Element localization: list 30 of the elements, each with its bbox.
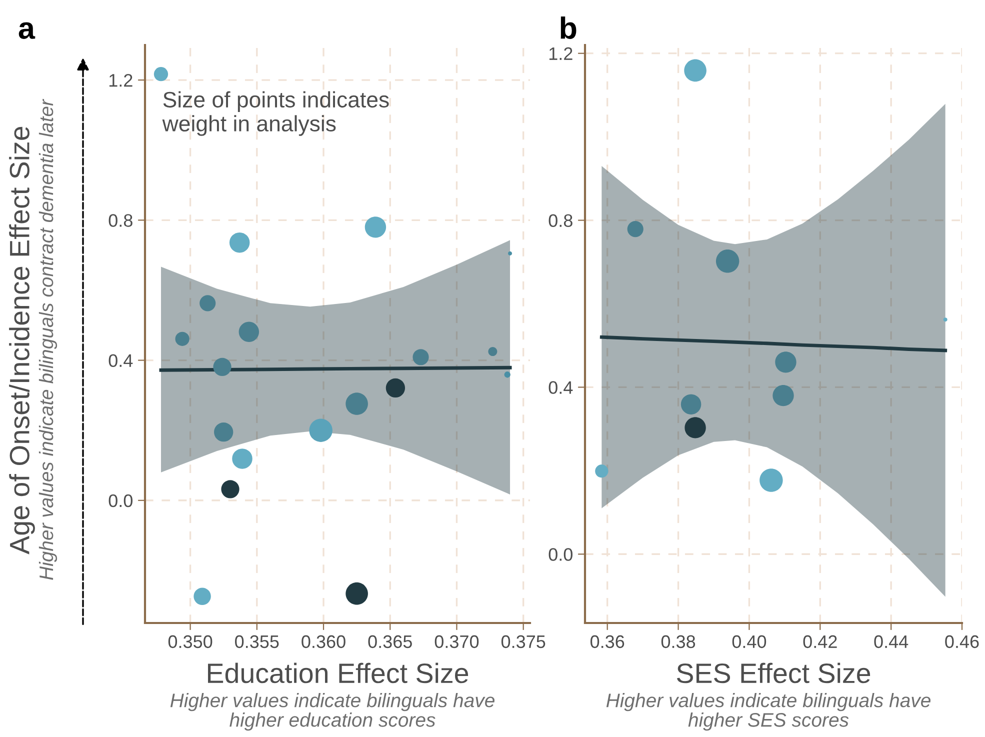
x-tick-label: 0.365	[368, 635, 412, 648]
x-tick-label: 0.42	[803, 635, 837, 648]
x-tick-label: 0.360	[302, 635, 346, 648]
x-tick-label: 0.44	[874, 635, 908, 648]
x-tick-label: 0.375	[501, 635, 546, 648]
y-axis-title: Age of Onset/Incidence Effect Size	[9, 126, 35, 554]
y-tick-label: 0.0	[548, 548, 572, 561]
y-tick-label: 0.4	[548, 381, 573, 394]
x-tick-label: 0.36	[590, 635, 624, 648]
chart-title: b	[560, 16, 576, 39]
y-tick-label: 0.8	[108, 214, 132, 227]
text: Higher values indicate bilinguals contract dementia later	[38, 98, 58, 580]
chart-title: a	[18, 22, 36, 39]
x-tick-label: 0.38	[661, 635, 696, 648]
x-axis-title: Education Effect Size	[208, 662, 468, 684]
y-tick-label: 0.8	[548, 214, 572, 227]
y-tick-label: 1.2	[549, 47, 572, 60]
line-series	[600, 335, 948, 352]
text: Higher values indicate bilinguals have higher education scores	[170, 693, 494, 731]
x-tick-label: 0.370	[434, 635, 479, 648]
x-axis-title: SES Effect Size	[676, 662, 870, 684]
y-tick-label: 1.2	[109, 74, 132, 87]
x-tick-label: 0.46	[945, 635, 979, 648]
annotation: Size of points indicates weight in analysis	[162, 91, 389, 136]
x-tick-label: 0.350	[168, 635, 212, 648]
x-tick-label: 0.40	[732, 635, 766, 648]
y-tick-label: 0.0	[108, 494, 132, 508]
y-tick-label: 0.4	[108, 354, 133, 367]
x-tick-label: 0.355	[235, 635, 279, 648]
text: Higher values indicate bilinguals have higher SES scores	[606, 693, 930, 731]
